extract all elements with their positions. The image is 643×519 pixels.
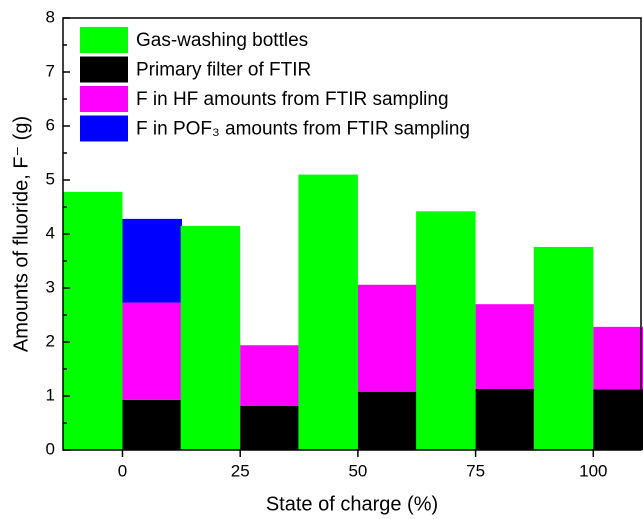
y-tick-label: 2 [46,331,55,350]
x-axis-title: State of charge (%) [266,493,438,515]
y-axis-title: Amounts of fluoride, F⁻ (g) [10,116,32,352]
legend-swatch [80,115,128,142]
bar [533,246,594,450]
y-tick-label: 8 [46,7,55,26]
bar [240,405,300,450]
bar [122,399,182,450]
bar [357,284,418,392]
bar [122,218,182,303]
bar [475,304,536,389]
bar [475,388,536,450]
bar [593,389,643,450]
x-tick-label: 25 [231,461,250,480]
bar [298,174,358,450]
x-tick-label: 100 [579,461,607,480]
legend-label: Gas-washing bottles [136,30,308,51]
bar [357,391,418,450]
legend-label: F in POF₃ amounts from FTIR sampling [136,119,470,140]
y-tick-label: 5 [46,169,55,188]
y-tick-label: 1 [46,385,55,404]
y-tick-label: 0 [46,439,55,458]
bar [416,211,476,450]
legend-swatch [80,56,128,83]
legend-swatch [80,27,128,53]
legend-label: F in HF amounts from FTIR sampling [136,89,449,110]
legend-label: Primary filter of FTIR [136,60,311,81]
y-tick-label: 6 [46,115,55,134]
bar [122,302,182,400]
x-tick-label: 75 [466,461,485,480]
y-tick-label: 7 [46,61,55,80]
y-tick-label: 3 [46,277,55,296]
bar [180,225,241,450]
bar [63,191,123,450]
y-tick-label: 4 [46,223,55,242]
bar [240,345,300,406]
x-tick-label: 0 [118,461,127,480]
x-tick-label: 50 [348,461,367,480]
legend-swatch [80,86,128,112]
bar [593,326,643,390]
